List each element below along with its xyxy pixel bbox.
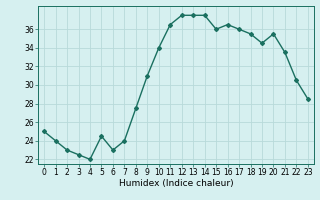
X-axis label: Humidex (Indice chaleur): Humidex (Indice chaleur) (119, 179, 233, 188)
